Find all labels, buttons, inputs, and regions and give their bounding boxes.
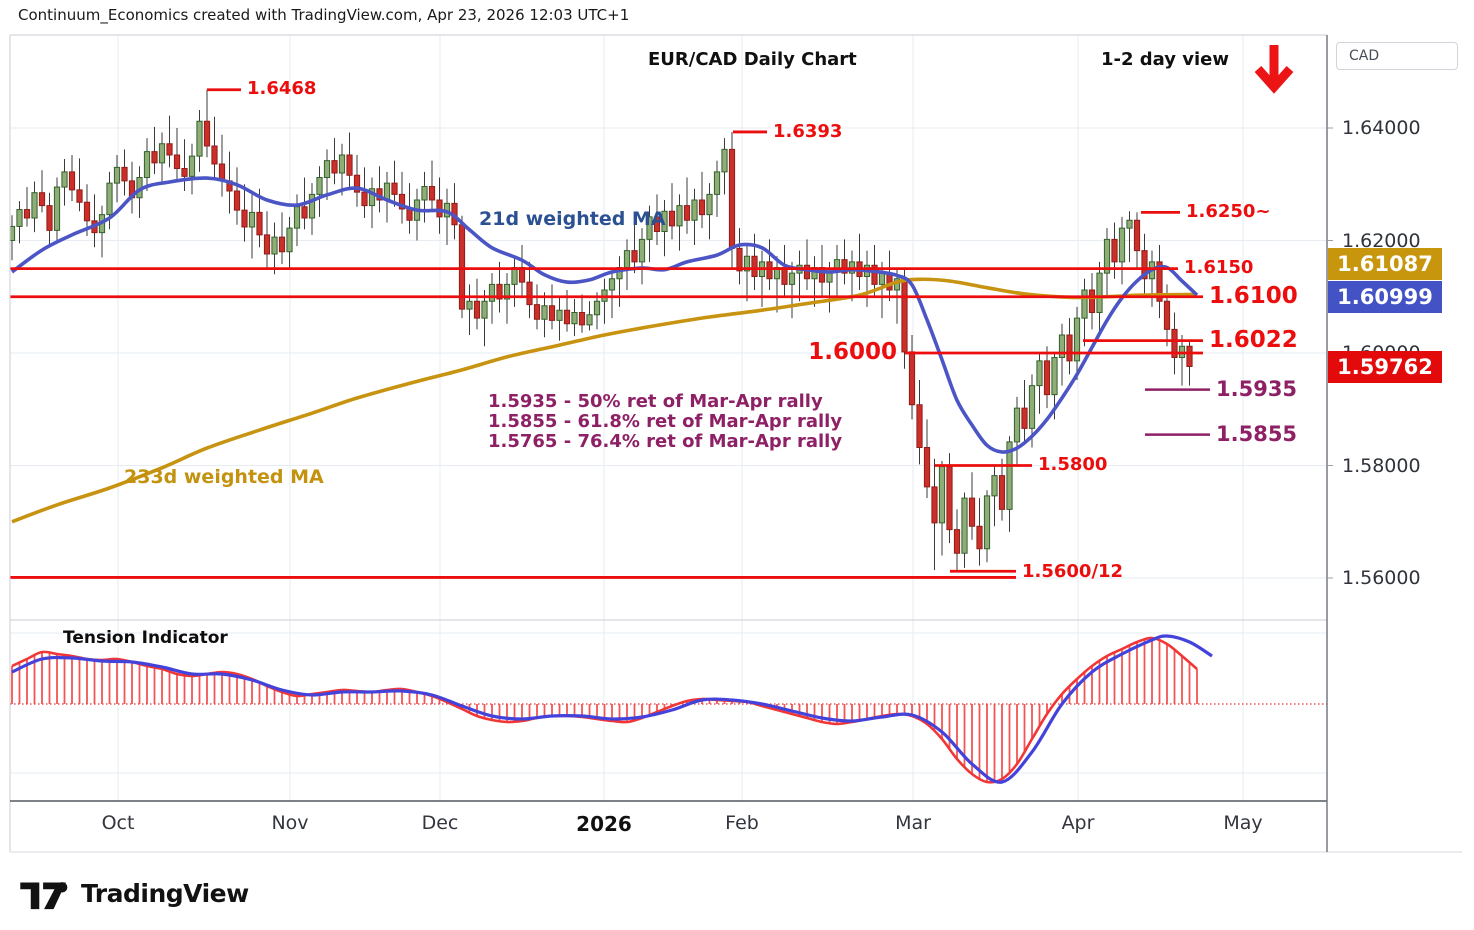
price-level-label: 1.6393	[773, 120, 843, 142]
time-tick-label: Nov	[271, 812, 309, 834]
time-tick-label: Dec	[421, 812, 459, 834]
fib-note-764: 1.5765 - 76.4% ret of Mar-Apr rally	[488, 431, 843, 452]
price-level-label: 1.6100	[1209, 282, 1298, 309]
time-tick-label: Apr	[1061, 812, 1095, 834]
ma233-curve-label: 233d weighted MA	[124, 466, 324, 488]
fib-note-618: 1.5855 - 61.8% ret of Mar-Apr rally	[488, 411, 843, 432]
price-level-label: 1.6468	[247, 78, 317, 100]
price-level-label: 1.5600/12	[1022, 561, 1124, 583]
chart-title: EUR/CAD Daily Chart	[648, 49, 857, 70]
price-level-label: 1.6150	[1184, 257, 1254, 279]
tension-indicator-pane	[10, 634, 1327, 784]
price-badge-ma21: 1.60999	[1328, 281, 1442, 313]
tradingview-logo-icon	[20, 882, 68, 910]
tension-indicator-title: Tension Indicator	[63, 628, 228, 648]
ma21-curve-label: 21d weighted MA	[479, 208, 666, 230]
tradingview-logo[interactable]: TradingView	[18, 874, 249, 912]
time-tick-label: May	[1223, 812, 1263, 834]
tradingview-brand-text: TradingView	[81, 878, 249, 908]
view-horizon-label: 1-2 day view	[1101, 49, 1230, 70]
price-level-lines[interactable]	[10, 88, 1210, 579]
price-level-label: 1.6250~	[1186, 201, 1271, 222]
fib-retracement-notes: 1.5935 - 50% ret of Mar-Apr rally 1.5855…	[488, 392, 842, 452]
price-tick-label: 1.58000	[1342, 454, 1421, 477]
fib-note-50: 1.5935 - 50% ret of Mar-Apr rally	[488, 391, 823, 412]
pane-frame	[9, 34, 1462, 853]
time-tick-label: Oct	[101, 812, 135, 834]
price-badge-ma233: 1.61087	[1328, 248, 1442, 280]
time-tick-label: Feb	[725, 812, 759, 834]
attribution-text: Continuum_Economics created with Trading…	[18, 6, 630, 24]
price-level-label: 1.6000	[808, 339, 897, 366]
down-arrow-icon	[1254, 45, 1294, 94]
candlestick-series	[10, 89, 1193, 572]
price-tick-label: 1.64000	[1342, 117, 1421, 139]
price-level-label: 1.5855	[1216, 421, 1298, 446]
price-level-label: 1.5935	[1216, 376, 1298, 401]
ma233-line	[11, 277, 1198, 524]
time-tick-label: Mar	[895, 812, 931, 834]
price-tick-label: 1.56000	[1342, 567, 1421, 589]
price-tick-label: 1.62000	[1342, 229, 1421, 252]
quote-currency-box: CAD	[1336, 42, 1458, 70]
price-level-label: 1.6022	[1209, 326, 1298, 353]
price-badge-last-price: 1.59762	[1328, 351, 1442, 383]
price-level-label: 1.5800	[1038, 454, 1108, 476]
ma21-line	[10, 176, 1199, 454]
time-tick-label: 2026	[576, 812, 632, 836]
